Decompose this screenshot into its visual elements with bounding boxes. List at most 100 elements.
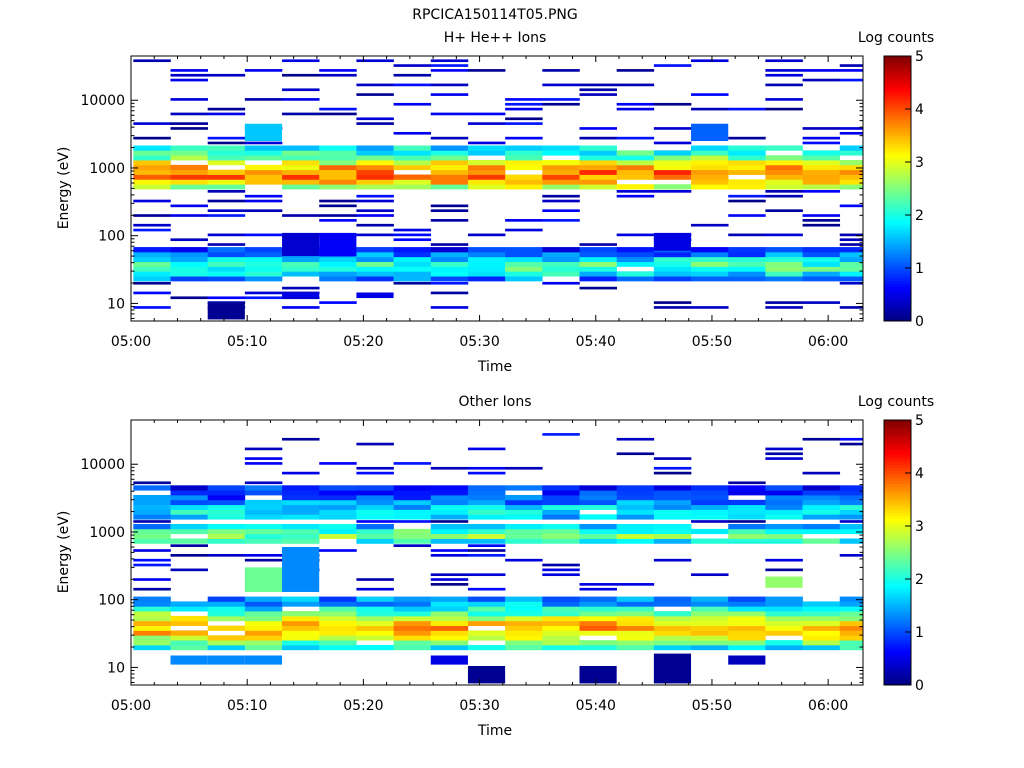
heatmap-cell bbox=[839, 145, 864, 151]
heatmap-cell bbox=[467, 141, 506, 145]
colorbar-segment bbox=[884, 58, 911, 62]
heatmap-cell bbox=[244, 485, 283, 491]
colorbar-segment bbox=[884, 661, 911, 665]
colorbar-segment bbox=[884, 589, 911, 593]
heatmap-cell bbox=[319, 601, 357, 607]
heatmap-cell bbox=[430, 155, 469, 161]
heatmap-cell bbox=[802, 141, 841, 145]
heatmap-cell bbox=[765, 164, 803, 171]
heatmap-cell bbox=[728, 509, 766, 515]
heatmap-cell bbox=[839, 596, 864, 602]
heatmap-cell bbox=[691, 644, 729, 651]
heatmap-cell bbox=[170, 655, 208, 665]
heatmap-cell bbox=[467, 69, 506, 72]
heatmap-cell bbox=[505, 276, 543, 282]
heatmap-cell bbox=[356, 499, 394, 506]
heatmap-cell bbox=[133, 247, 171, 253]
heatmap-cell bbox=[616, 184, 655, 190]
heatmap-cell bbox=[170, 538, 208, 544]
heatmap-cell bbox=[282, 164, 320, 171]
heatmap-cell bbox=[244, 567, 283, 592]
heatmap-cell bbox=[839, 78, 864, 82]
heatmap-cell bbox=[356, 122, 394, 125]
heatmap-cell bbox=[244, 596, 283, 602]
heatmap-cell bbox=[467, 174, 506, 180]
heatmap-cell bbox=[244, 179, 283, 185]
colorbar-segment bbox=[884, 465, 911, 469]
heatmap-cell bbox=[653, 514, 692, 520]
heatmap-cell bbox=[319, 219, 357, 222]
heatmap-cell bbox=[728, 601, 766, 607]
heatmap-cell bbox=[282, 184, 320, 190]
colorbar-segment bbox=[884, 626, 911, 630]
heatmap-cell bbox=[691, 247, 729, 253]
colorbar-segment bbox=[884, 249, 911, 253]
heatmap-cell bbox=[765, 568, 803, 572]
heatmap-cell bbox=[802, 247, 841, 253]
colorbar-segment bbox=[884, 238, 911, 242]
heatmap-cell bbox=[467, 514, 506, 520]
heatmap-cell bbox=[579, 266, 617, 272]
heatmap-cell bbox=[319, 630, 357, 636]
colorbar-label: Log counts bbox=[858, 30, 934, 46]
heatmap-cell bbox=[244, 514, 283, 520]
heatmap-cell bbox=[505, 635, 543, 641]
heatmap-cell bbox=[430, 160, 469, 166]
heatmap-cell bbox=[244, 558, 283, 562]
heatmap-cell bbox=[356, 615, 394, 622]
heatmap-cell bbox=[133, 214, 171, 217]
colorbar-segment bbox=[884, 629, 911, 633]
colorbar-segment bbox=[884, 93, 911, 97]
heatmap-cell bbox=[244, 462, 283, 465]
heatmap-cell bbox=[765, 490, 803, 496]
heatmap-cell bbox=[653, 190, 692, 193]
heatmap-cell bbox=[691, 150, 729, 156]
colorbar-tick-label: 4 bbox=[915, 102, 924, 118]
colorbar-segment bbox=[884, 507, 911, 511]
heatmap-cell bbox=[653, 184, 692, 190]
heatmap-cell bbox=[839, 520, 864, 523]
colorbar-segment bbox=[884, 275, 911, 279]
heatmap-cell bbox=[691, 164, 729, 171]
heatmap-cell bbox=[802, 266, 841, 272]
heatmap-cell bbox=[505, 558, 543, 562]
heatmap-cell bbox=[430, 256, 469, 263]
heatmap-cell bbox=[579, 615, 617, 622]
colorbar-segment bbox=[884, 679, 911, 683]
heatmap-cell bbox=[505, 122, 543, 125]
heatmap-cell bbox=[467, 601, 506, 607]
heatmap-cell bbox=[356, 494, 394, 501]
heatmap-cell bbox=[616, 164, 655, 171]
y-tick-label: 10 bbox=[107, 660, 125, 676]
colorbar-segment bbox=[884, 682, 911, 686]
heatmap-cell bbox=[802, 271, 841, 277]
colorbar-segment bbox=[884, 114, 911, 118]
heatmap-cell bbox=[839, 184, 864, 190]
heatmap-cell bbox=[393, 606, 432, 612]
heatmap-cell bbox=[207, 494, 246, 501]
colorbar-segment bbox=[884, 138, 911, 142]
heatmap-cell bbox=[691, 514, 729, 520]
colorbar-segment bbox=[884, 454, 911, 458]
heatmap-cell bbox=[207, 243, 246, 246]
heatmap-cell bbox=[505, 625, 543, 631]
heatmap-cell bbox=[467, 665, 506, 684]
heatmap-cell bbox=[505, 160, 543, 166]
heatmap-cell bbox=[170, 184, 208, 190]
heatmap-cell bbox=[430, 583, 469, 586]
heatmap-cell bbox=[356, 630, 394, 636]
heatmap-cell bbox=[616, 102, 655, 106]
heatmap-cell bbox=[765, 306, 803, 309]
colorbar-segment bbox=[884, 473, 911, 477]
heatmap-cell bbox=[430, 93, 469, 96]
heatmap-cell bbox=[282, 471, 320, 475]
heatmap-cell bbox=[691, 123, 729, 142]
colorbar-segment bbox=[884, 669, 911, 673]
heatmap-cell bbox=[839, 490, 864, 496]
heatmap-cell bbox=[653, 155, 692, 161]
heatmap-cell bbox=[765, 261, 803, 267]
heatmap-cell bbox=[319, 204, 357, 208]
heatmap-cell bbox=[207, 199, 246, 203]
heatmap-cell bbox=[207, 611, 246, 617]
